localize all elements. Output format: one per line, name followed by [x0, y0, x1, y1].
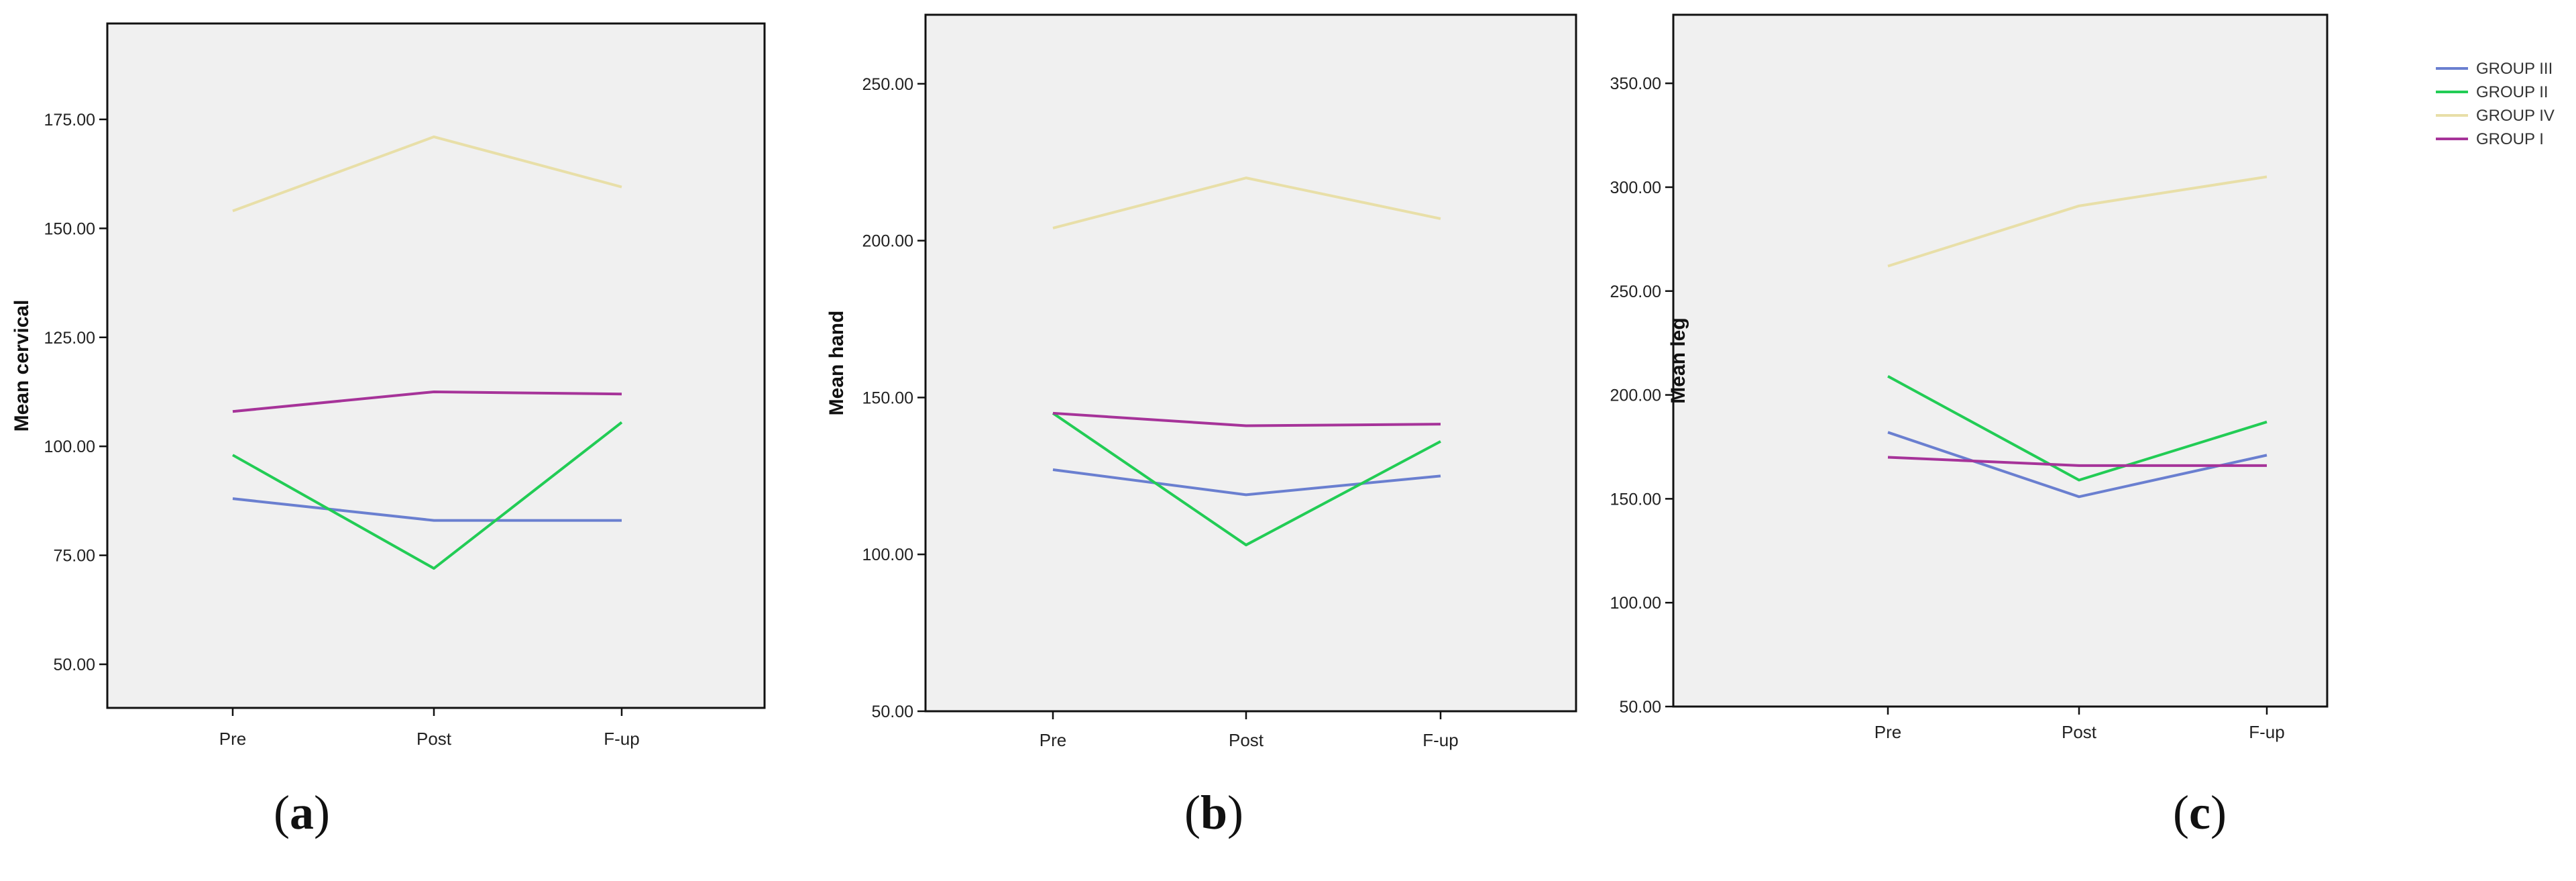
x-tick-label: F-up: [2249, 722, 2284, 742]
x-tick-label: F-up: [1422, 730, 1458, 750]
chart-panel-b: 50.00 100.00 150.00 200.00 250.00 Pre Post F-up…: [826, 13, 1577, 839]
series-line-group-ii: [232, 421, 623, 570]
x-tick-label: Pre: [219, 729, 246, 749]
y-tick-label: 50.00: [871, 703, 913, 721]
x-tick-label: Post: [2062, 722, 2097, 742]
chart-panel-a: 50.00 75.00 100.00 125.00 150.00 175.00 Pre Pos…: [11, 22, 766, 839]
y-tick-label: 150.00: [1610, 490, 1661, 509]
y-axis-title: Mean cervical: [11, 300, 33, 432]
panel-label: (a): [274, 786, 330, 839]
series-line-group-iii: [232, 497, 622, 522]
y-tick-label: 50.00: [53, 656, 95, 674]
chart-panel-c: 50.00 100.00 150.00 200.00 250.00 300.00 350.0…: [1610, 13, 2329, 839]
series-line-group-ii: [1887, 374, 2267, 482]
series-line-group-ii: [1052, 412, 1441, 547]
y-tick-label: 50.00: [1619, 698, 1661, 717]
y-axis-title: Mean hand: [826, 311, 848, 416]
y-tick-label: 175.00: [44, 111, 95, 129]
y-tick-label: 125.00: [44, 329, 95, 348]
x-tick-label: Post: [1229, 730, 1264, 750]
y-tick-label: 75.00: [53, 547, 95, 566]
y-tick-label: 150.00: [44, 219, 95, 238]
y-tick-label: 350.00: [1610, 74, 1661, 93]
series-line-group-iv: [1887, 175, 2267, 268]
legend-label: GROUP IV: [2476, 107, 2555, 125]
y-tick-label: 250.00: [862, 75, 913, 94]
plot-area: [106, 22, 766, 709]
plot-area: [1672, 13, 2329, 708]
y-tick-label: 250.00: [1610, 282, 1661, 301]
y-tick-label: 200.00: [862, 232, 913, 251]
panel-label: (c): [2173, 786, 2227, 839]
plot-area: [924, 13, 1577, 713]
legend-label: GROUP II: [2476, 83, 2549, 101]
series-line-group-iii: [1887, 431, 2267, 499]
series-line-group-iv: [232, 135, 622, 213]
y-tick-label: 100.00: [862, 546, 913, 564]
y-tick-label: 300.00: [1610, 178, 1661, 197]
x-tick-label: Pre: [1040, 730, 1066, 750]
x-tick-label: Pre: [1874, 722, 1901, 742]
y-tick-label: 100.00: [1610, 594, 1661, 613]
y-tick-label: 150.00: [862, 388, 913, 407]
series-line-group-iii: [1052, 468, 1441, 497]
legend-label: GROUP III: [2476, 60, 2553, 78]
y-axis-title: Mean leg: [1667, 317, 1689, 403]
series-line-group-i: [232, 390, 622, 413]
legend-label: GROUP I: [2476, 130, 2544, 148]
x-tick-label: Post: [416, 729, 452, 749]
y-tick-label: 100.00: [44, 437, 95, 456]
series-line-group-iv: [1052, 176, 1441, 229]
series-line-group-i: [1887, 456, 2267, 467]
panel-label: (b): [1184, 786, 1243, 839]
x-tick-label: F-up: [604, 729, 639, 749]
y-tick-label: 200.00: [1610, 386, 1661, 405]
series-line-group-i: [1052, 411, 1441, 427]
legend: GROUP III GROUP II GROUP IV GROUP I: [2436, 60, 2555, 148]
